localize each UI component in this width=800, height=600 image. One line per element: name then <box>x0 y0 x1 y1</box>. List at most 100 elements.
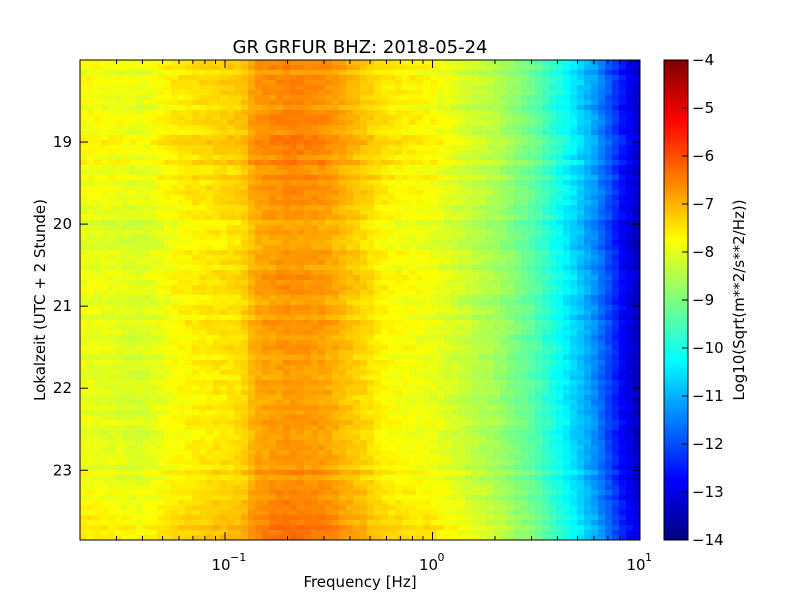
heatmap-cell <box>493 240 501 246</box>
heatmap-cell <box>311 210 319 216</box>
heatmap-cell <box>297 360 305 366</box>
heatmap-cell <box>521 240 529 246</box>
heatmap-cell <box>395 200 403 206</box>
heatmap-cell <box>423 95 431 101</box>
heatmap-cell <box>80 90 88 96</box>
heatmap-cell <box>416 325 424 331</box>
heatmap-cell <box>234 180 242 186</box>
heatmap-cell <box>80 260 88 266</box>
heatmap-cell <box>185 250 193 256</box>
heatmap-cell <box>388 325 396 331</box>
heatmap-cell <box>570 245 578 251</box>
heatmap-cell <box>255 330 263 336</box>
heatmap-cell <box>206 300 214 306</box>
heatmap-cell <box>150 180 158 186</box>
heatmap-cell <box>507 200 515 206</box>
heatmap-cell <box>108 180 116 186</box>
heatmap-cell <box>346 295 354 301</box>
heatmap-cell <box>87 65 95 71</box>
heatmap-cell <box>206 330 214 336</box>
heatmap-cell <box>521 350 529 356</box>
heatmap-cell <box>241 290 249 296</box>
heatmap-cell <box>577 310 585 316</box>
heatmap-cell <box>535 330 543 336</box>
heatmap-cell <box>479 135 487 141</box>
heatmap-cell <box>220 140 228 146</box>
heatmap-cell <box>241 320 249 326</box>
heatmap-cell <box>535 195 543 201</box>
heatmap-cell <box>626 260 634 266</box>
heatmap-cell <box>619 70 627 76</box>
heatmap-cell <box>619 80 627 86</box>
heatmap-cell <box>150 140 158 146</box>
heatmap-cell <box>325 175 333 181</box>
heatmap-cell <box>297 295 305 301</box>
heatmap-cell <box>416 300 424 306</box>
heatmap-cell <box>87 350 95 356</box>
heatmap-cell <box>283 235 291 241</box>
heatmap-cell <box>542 70 550 76</box>
heatmap-cell <box>94 300 102 306</box>
heatmap-cell <box>304 300 312 306</box>
heatmap-cell <box>486 175 494 181</box>
heatmap-cell <box>192 290 200 296</box>
heatmap-cell <box>367 190 375 196</box>
heatmap-cell <box>381 315 389 321</box>
heatmap-cell <box>143 160 151 166</box>
heatmap-cell <box>311 320 319 326</box>
heatmap-cell <box>297 85 305 91</box>
heatmap-cell <box>577 280 585 286</box>
heatmap-cell <box>556 90 564 96</box>
heatmap-cell <box>185 75 193 81</box>
heatmap-cell <box>605 90 613 96</box>
heatmap-cell <box>388 155 396 161</box>
heatmap-cell <box>262 95 270 101</box>
heatmap-cell <box>80 125 88 131</box>
heatmap-cell <box>276 155 284 161</box>
heatmap-cell <box>486 290 494 296</box>
heatmap-cell <box>353 235 361 241</box>
heatmap-cell <box>290 345 298 351</box>
heatmap-cell <box>199 65 207 71</box>
heatmap-cell <box>591 90 599 96</box>
heatmap-cell <box>535 85 543 91</box>
heatmap-cell <box>444 60 452 66</box>
heatmap-cell <box>332 165 340 171</box>
heatmap-cell <box>255 75 263 81</box>
heatmap-cell <box>290 195 298 201</box>
heatmap-cell <box>248 175 256 181</box>
heatmap-cell <box>423 120 431 126</box>
heatmap-cell <box>619 115 627 121</box>
heatmap-cell <box>318 295 326 301</box>
heatmap-cell <box>220 135 228 141</box>
heatmap-cell <box>423 335 431 341</box>
heatmap-cell <box>339 180 347 186</box>
heatmap-cell <box>493 355 501 361</box>
heatmap-cell <box>381 335 389 341</box>
heatmap-cell <box>605 155 613 161</box>
heatmap-cell <box>129 260 137 266</box>
heatmap-cell <box>220 115 228 121</box>
heatmap-cell <box>136 255 144 261</box>
heatmap-cell <box>444 205 452 211</box>
heatmap-cell <box>486 315 494 321</box>
heatmap-cell <box>150 325 158 331</box>
heatmap-cell <box>402 225 410 231</box>
heatmap-cell <box>437 365 445 371</box>
heatmap-cell <box>122 205 130 211</box>
heatmap-cell <box>374 270 382 276</box>
heatmap-cell <box>87 105 95 111</box>
heatmap-cell <box>164 185 172 191</box>
heatmap-cell <box>528 160 536 166</box>
heatmap-cell <box>185 245 193 251</box>
heatmap-cell <box>598 150 606 156</box>
heatmap-cell <box>374 175 382 181</box>
heatmap-cell <box>598 220 606 226</box>
heatmap-cell <box>94 265 102 271</box>
heatmap-cell <box>115 255 123 261</box>
heatmap-cell <box>213 355 221 361</box>
heatmap-cell <box>409 290 417 296</box>
heatmap-cell <box>563 185 571 191</box>
heatmap-cell <box>234 250 242 256</box>
heatmap-cell <box>430 65 438 71</box>
